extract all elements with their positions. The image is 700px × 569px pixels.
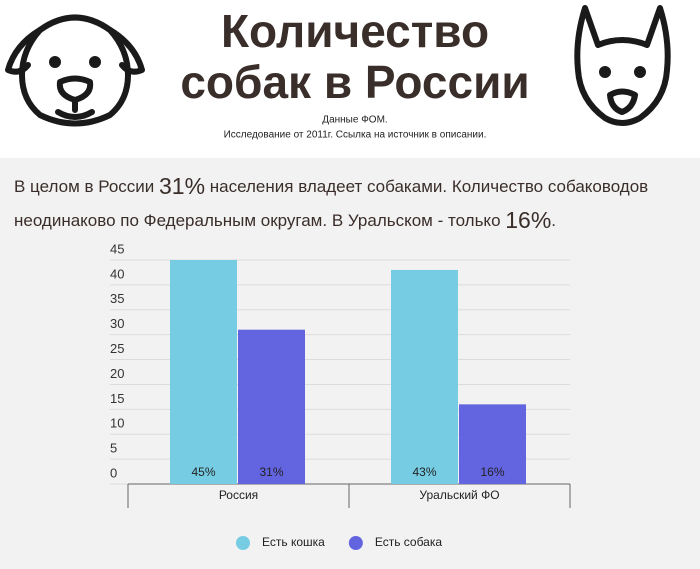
- value-label: 43%: [412, 465, 436, 479]
- legend-swatch: [348, 536, 363, 550]
- bar: [459, 404, 526, 484]
- intro-text: неодинаково по Федеральным округам. В Ур…: [14, 211, 505, 230]
- bar: [238, 329, 305, 484]
- dog-icon-left: [5, 14, 145, 127]
- x-tick-label: Россия: [219, 488, 258, 502]
- bar: [391, 269, 458, 484]
- body-bg: [0, 158, 700, 569]
- y-tick-label: 10: [110, 416, 124, 431]
- intro-text: .: [551, 211, 556, 230]
- legend-label: Есть собака: [375, 535, 443, 549]
- value-label: 45%: [191, 465, 215, 479]
- title-line: собак в России: [180, 56, 529, 108]
- bar: [170, 260, 237, 484]
- intro-number: 31%: [159, 173, 205, 199]
- y-tick-label: 35: [110, 291, 124, 306]
- intro-text: населения владеет собаками. Количество с…: [205, 177, 648, 196]
- intro-text: В целом в России: [14, 177, 159, 196]
- dog-icon-right: [574, 5, 671, 126]
- source-line: Данные ФОМ.: [322, 115, 387, 126]
- value-label: 16%: [480, 465, 504, 479]
- intro-line: В целом в России 31% населения владеет с…: [14, 173, 648, 199]
- y-tick-label: 5: [110, 441, 117, 456]
- y-tick-label: 15: [110, 391, 124, 406]
- source-line: Исследование от 2011г. Ссылка на источни…: [224, 130, 487, 141]
- intro-number: 16%: [505, 207, 551, 233]
- legend-swatch: [236, 536, 250, 550]
- y-tick-label: 25: [110, 341, 124, 356]
- x-tick-label: Уральский ФО: [419, 488, 499, 502]
- legend-label: Есть кошка: [262, 535, 325, 549]
- y-tick-label: 0: [110, 465, 117, 480]
- y-tick-label: 45: [110, 241, 124, 256]
- value-label: 31%: [259, 465, 283, 479]
- y-tick-label: 20: [110, 366, 124, 381]
- y-tick-label: 40: [110, 266, 124, 281]
- title-line: Количество: [221, 5, 489, 57]
- intro-line: неодинаково по Федеральным округам. В Ур…: [14, 207, 556, 233]
- y-tick-label: 30: [110, 316, 124, 331]
